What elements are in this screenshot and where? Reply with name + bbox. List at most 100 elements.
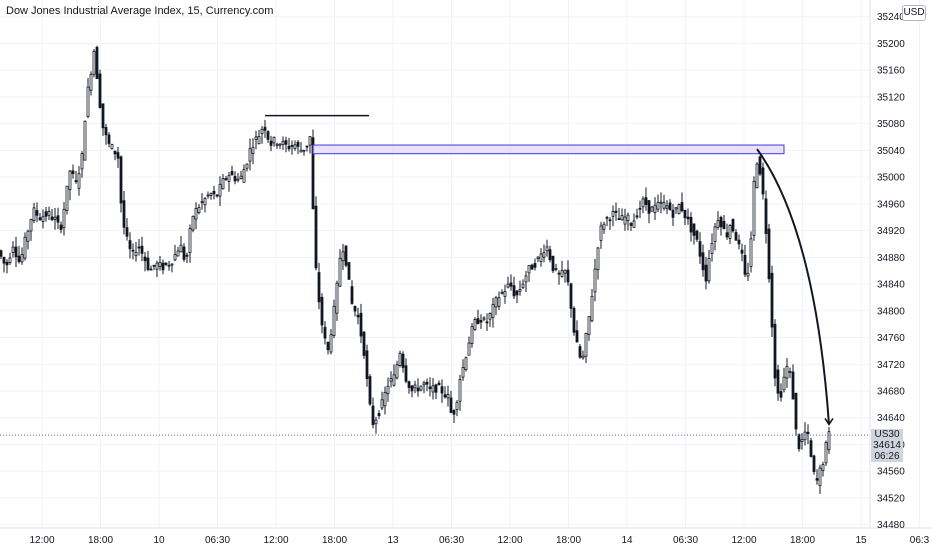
candle <box>518 280 522 296</box>
candle <box>569 282 573 318</box>
candle <box>71 164 75 179</box>
candle <box>770 265 774 337</box>
candle <box>464 356 468 372</box>
candle <box>245 163 249 172</box>
candle <box>221 174 225 190</box>
candle <box>635 208 639 220</box>
candle <box>83 120 87 161</box>
candle <box>521 279 525 290</box>
currency-button[interactable]: USD <box>902 5 926 21</box>
candle <box>404 358 408 384</box>
supply-zone-rect[interactable] <box>312 144 785 155</box>
candle <box>242 164 246 183</box>
candle <box>500 289 504 295</box>
time-tick-label: 14 <box>621 535 633 546</box>
candle <box>80 151 84 178</box>
candle <box>191 215 195 233</box>
price-tick-label: 34560 <box>877 467 905 478</box>
candle <box>512 276 516 300</box>
candle <box>35 202 39 223</box>
candle <box>131 243 135 260</box>
candle <box>119 155 123 213</box>
price-axis[interactable]: 3448034520345603460034640346803472034760… <box>877 12 905 531</box>
candle <box>284 136 288 153</box>
candle <box>98 69 102 109</box>
candle <box>134 241 138 262</box>
candle <box>398 350 402 368</box>
time-tick-label: 18:00 <box>88 535 113 546</box>
last-price-label: US30 34614 06:26 <box>871 429 903 463</box>
candle <box>50 208 54 222</box>
countdown-label: 06:26 <box>874 451 900 463</box>
candle <box>527 265 531 282</box>
price-tick-label: 34960 <box>877 199 905 210</box>
candle <box>707 249 711 284</box>
candle <box>734 229 738 241</box>
candle <box>572 306 576 336</box>
candle <box>140 236 144 262</box>
candle <box>623 208 627 231</box>
candle <box>758 155 762 177</box>
time-tick-label: 06:30 <box>205 535 230 546</box>
price-tick-label: 35160 <box>877 66 905 77</box>
candle <box>740 243 744 262</box>
candle <box>704 256 708 290</box>
candle <box>752 176 756 241</box>
candle <box>230 165 234 176</box>
candle <box>809 437 813 458</box>
candle <box>65 185 69 215</box>
candle <box>446 385 450 407</box>
candle <box>278 143 282 149</box>
chart-title: Dow Jones Industrial Average Index, 15, … <box>6 5 274 17</box>
candle <box>101 103 105 136</box>
candle <box>104 123 108 145</box>
candle <box>611 205 615 227</box>
arrow-head <box>824 417 834 426</box>
candle <box>164 262 168 267</box>
candle <box>170 263 174 273</box>
price-tick-label: 34640 <box>877 413 905 424</box>
candle <box>272 136 276 147</box>
candle <box>167 260 171 271</box>
candle <box>455 400 459 417</box>
candle <box>575 320 579 343</box>
candle <box>476 309 480 325</box>
time-axis[interactable]: 12:00 18:00 10 06:30 12:00 18:00 13 06:30 12:00 1… <box>29 535 929 546</box>
candle <box>173 244 177 262</box>
candle <box>392 364 396 387</box>
candle <box>8 252 12 266</box>
candle <box>269 135 273 152</box>
candle <box>86 78 90 119</box>
price-tick-label: 35120 <box>877 92 905 103</box>
candle <box>281 136 285 150</box>
candle <box>260 126 264 144</box>
candle <box>206 191 210 199</box>
candle <box>593 258 597 302</box>
projection-arrow[interactable] <box>756 148 830 425</box>
candle <box>524 270 528 293</box>
symbol-label: US30 <box>874 429 900 441</box>
candle <box>194 202 198 230</box>
candle <box>812 454 816 475</box>
candlestick-series <box>0 45 831 494</box>
candle <box>542 244 546 263</box>
candle <box>185 252 189 263</box>
candle <box>362 330 366 359</box>
candle <box>107 132 111 148</box>
candle <box>407 380 411 394</box>
candle <box>347 262 351 280</box>
candle <box>293 140 297 151</box>
candle <box>413 380 417 394</box>
candle <box>578 343 582 359</box>
candle <box>620 208 624 221</box>
candle <box>791 364 795 400</box>
candle <box>800 433 804 450</box>
candle <box>713 222 717 251</box>
candle <box>155 260 159 278</box>
price-tick-label: 35080 <box>877 119 905 130</box>
candle <box>209 192 213 200</box>
candle <box>302 149 306 156</box>
candle <box>350 280 354 305</box>
candle <box>53 208 57 230</box>
